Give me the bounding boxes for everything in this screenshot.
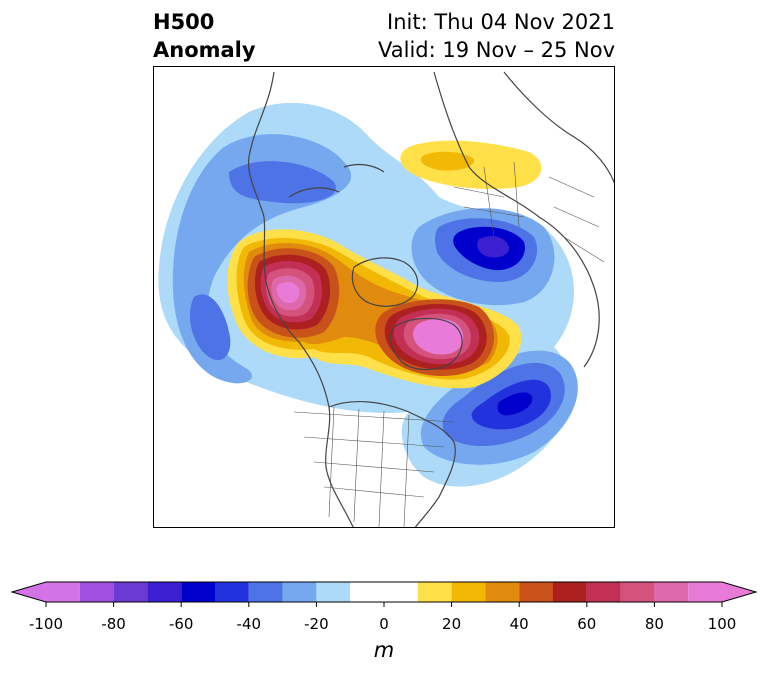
colorbar-arrow-max bbox=[722, 582, 756, 602]
colorbar-tick-label: -80 bbox=[101, 615, 126, 633]
neg-anomaly-core-westpac bbox=[189, 294, 231, 361]
colorbar-tick-label: -20 bbox=[304, 615, 329, 633]
colorbar-segment bbox=[147, 582, 182, 602]
colorbar-segment bbox=[451, 582, 486, 602]
colorbar-segment bbox=[586, 582, 621, 602]
chart-title-right: Init: Thu 04 Nov 2021 Valid: 19 Nov – 25… bbox=[378, 8, 615, 64]
colorbar-segment bbox=[417, 582, 452, 602]
colorbar-segment bbox=[553, 582, 587, 602]
colorbar bbox=[10, 581, 758, 607]
neg-anomaly-atlantic-center bbox=[497, 392, 533, 416]
colorbar-segment bbox=[350, 582, 418, 602]
colorbar-segment bbox=[215, 582, 249, 602]
colorbar-segment bbox=[620, 582, 655, 602]
colorbar-segment bbox=[654, 582, 689, 602]
colorbar-unit: m bbox=[373, 638, 395, 662]
colorbar-tick-label: 20 bbox=[442, 615, 462, 633]
colorbar-tick-label: 80 bbox=[644, 615, 664, 633]
colorbar-segment bbox=[79, 582, 114, 602]
colorbar-segment bbox=[181, 582, 215, 602]
colorbar-segment bbox=[46, 582, 80, 602]
pos-anomaly-alaska-center bbox=[276, 281, 300, 304]
colorbar-segment bbox=[316, 582, 351, 602]
colorbar-tick-label: 0 bbox=[379, 615, 389, 633]
init-label: Init: Thu 04 Nov 2021 bbox=[387, 10, 615, 34]
colorbar-arrow-min bbox=[12, 582, 46, 602]
neg-anomaly-siberia-center bbox=[477, 236, 510, 258]
colorbar-segment bbox=[113, 582, 148, 602]
valid-label: Valid: 19 Nov – 25 Nov bbox=[378, 38, 615, 62]
colorbar-segment bbox=[688, 582, 722, 602]
colorbar-segment bbox=[485, 582, 520, 602]
title-line2: Anomaly bbox=[153, 38, 256, 62]
coastlines bbox=[247, 71, 614, 527]
colorbar-tick-label: 100 bbox=[707, 615, 737, 633]
chart-title-left: H500 Anomaly bbox=[153, 8, 256, 64]
colorbar-tick-label: -40 bbox=[236, 615, 262, 633]
colorbar-tick-label: -60 bbox=[168, 615, 194, 633]
colorbar-tick-label: -100 bbox=[28, 615, 64, 633]
anomaly-map bbox=[153, 66, 615, 528]
colorbar-segment bbox=[282, 582, 317, 602]
colorbar-segment bbox=[248, 582, 283, 602]
title-line1: H500 bbox=[153, 10, 215, 34]
colorbar-tick-label: 40 bbox=[509, 615, 529, 633]
pos-anomaly-russia-core bbox=[420, 151, 475, 171]
colorbar-tick-label: 60 bbox=[577, 615, 597, 633]
pos-anomaly-greenland-core bbox=[412, 318, 464, 355]
map-svg bbox=[158, 71, 614, 527]
colorbar-segment bbox=[519, 582, 553, 602]
political-boundaries bbox=[293, 161, 605, 527]
